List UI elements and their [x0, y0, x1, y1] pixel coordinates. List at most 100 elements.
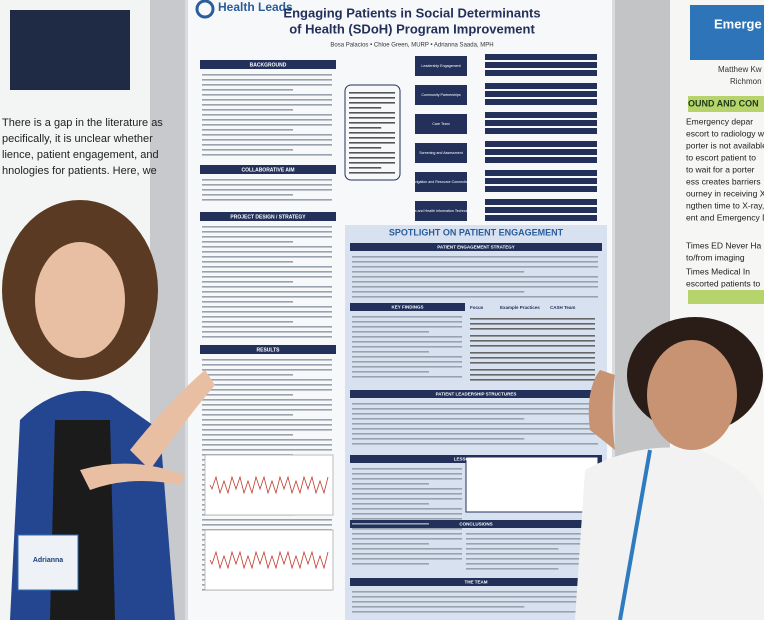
text-line	[352, 553, 462, 555]
person-right	[575, 317, 764, 621]
text-line	[352, 271, 525, 273]
driver-item	[485, 215, 597, 221]
text-line	[202, 291, 332, 293]
text-line	[352, 256, 598, 258]
driver-label: Community Partnerships	[421, 93, 461, 97]
text-line	[202, 321, 293, 323]
text-line	[202, 139, 332, 141]
text-line	[202, 296, 332, 298]
text-line	[470, 357, 595, 359]
text-line	[202, 414, 293, 416]
text-line	[470, 345, 595, 347]
driver-item	[485, 170, 597, 176]
text-line	[202, 99, 332, 101]
text-line	[202, 236, 332, 238]
text-line	[202, 369, 332, 371]
text-line	[202, 424, 332, 426]
driver-box	[415, 56, 467, 76]
text-line	[202, 241, 293, 243]
text-line	[352, 366, 462, 368]
driver-label: Leadership Engagement	[421, 64, 460, 68]
poster-authors: Bosa Palacios • Chloe Green, MURP • Adri…	[330, 43, 493, 49]
text-line	[352, 413, 598, 415]
text-line	[349, 102, 395, 104]
text-line	[202, 119, 332, 121]
section-header-bar	[200, 345, 336, 354]
table-header: Focus	[470, 305, 484, 310]
chart-box	[204, 529, 334, 591]
badge	[17, 534, 79, 591]
section-header: PATIENT LEADERSHIP STRUCTURES	[436, 392, 517, 397]
text-line	[202, 179, 332, 181]
text-line	[466, 563, 598, 565]
right-poster-header	[690, 5, 764, 60]
text-line	[202, 199, 332, 201]
text-line	[202, 419, 332, 421]
text-line	[470, 379, 595, 381]
spotlight-panel	[345, 225, 607, 620]
text-line	[202, 434, 293, 436]
right-poster-text: ngthen time to X-ray,	[686, 200, 764, 210]
section-header-bar	[350, 520, 602, 528]
poster-texts: BACKGROUND COLLABORATIVE AIM PROJECT DESIG…	[2, 16, 764, 584]
right-poster-text: Times Medical In	[686, 266, 750, 276]
text-line	[202, 154, 332, 156]
right-poster-text: escort to radiology w	[686, 128, 764, 138]
lanyard	[618, 449, 652, 621]
right-poster-text: Times ED Never Ha	[686, 240, 762, 250]
text-line	[352, 276, 598, 278]
text-line	[349, 162, 395, 164]
text-line	[349, 147, 382, 149]
text-line	[466, 533, 598, 535]
text-line	[349, 92, 395, 94]
text-line	[202, 226, 332, 228]
text-line	[202, 519, 332, 521]
text-line	[349, 157, 395, 159]
text-line	[202, 394, 293, 396]
text-line	[352, 528, 462, 530]
text-line	[352, 296, 598, 298]
left-poster-text: There is a gap in the literature as	[2, 117, 163, 129]
text-line	[202, 189, 332, 191]
right-poster-title: Emerge	[714, 16, 762, 31]
text-line	[202, 129, 293, 131]
text-line	[202, 231, 332, 233]
section-header-bar	[350, 243, 602, 251]
text-line	[202, 326, 332, 328]
section-header: BACKGROUND	[250, 62, 287, 68]
section-header: PROJECT DESIGN / STRATEGY	[230, 214, 306, 220]
text-line	[466, 538, 598, 540]
text-line	[202, 89, 293, 91]
text-line	[202, 336, 332, 338]
aim-box	[344, 84, 401, 181]
hand	[130, 370, 215, 470]
right-poster-text: ourney in receiving X-ra	[686, 188, 764, 198]
text-line	[352, 523, 429, 525]
text-line	[352, 548, 462, 550]
text-line	[466, 568, 559, 570]
spotlight-title: SPOTLIGHT ON PATIENT ENGAGEMENT	[389, 227, 564, 237]
text-line	[352, 543, 429, 545]
right-poster-band	[688, 290, 764, 304]
text-line	[352, 281, 598, 283]
text-line	[352, 478, 462, 480]
text-line	[470, 318, 595, 320]
driver-label: Navigation and Resource Connections	[410, 180, 472, 184]
text-line	[470, 362, 595, 364]
right-poster-text: to escort patient to	[686, 152, 756, 162]
text-line	[352, 418, 525, 420]
text-line	[202, 306, 332, 308]
section-header: PATIENT ENGAGEMENT STRATEGY	[437, 245, 515, 250]
text-line	[202, 429, 332, 431]
driver-item	[485, 83, 597, 89]
text-line	[352, 403, 598, 405]
driver-item	[485, 70, 597, 76]
text-line	[352, 356, 462, 358]
text-line	[352, 321, 462, 323]
driver-label: Screening and Assessment	[419, 151, 463, 155]
left-poster-text: lience, patient engagement, and	[2, 149, 159, 161]
text-line	[349, 112, 395, 114]
text-line	[202, 104, 332, 106]
